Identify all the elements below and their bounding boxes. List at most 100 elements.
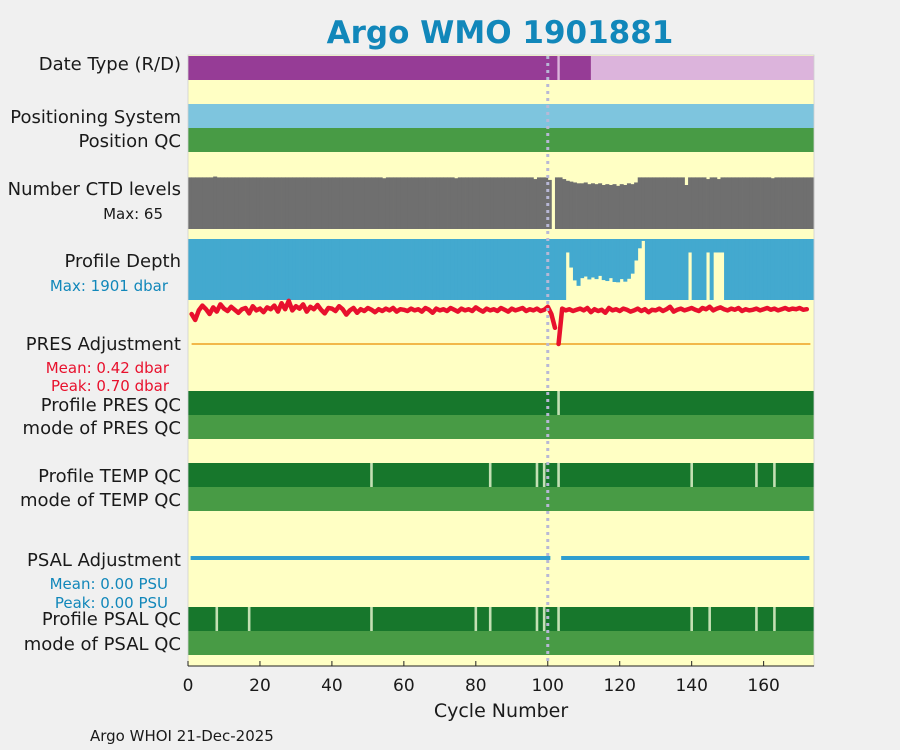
ctd-level-bar xyxy=(436,177,441,229)
ctd-level-bar xyxy=(313,177,318,229)
temp-qc-rows xyxy=(188,463,814,511)
profile-depth-bar xyxy=(634,239,639,261)
profile-depth-bar xyxy=(400,239,405,300)
temp-qc-flag-mark xyxy=(773,463,776,487)
ctd-level-bar xyxy=(357,177,362,229)
profile-depth-bar xyxy=(522,239,527,300)
ctd-level-bar xyxy=(533,179,538,229)
ctd-level-bar xyxy=(378,177,383,229)
ctd-level-bar xyxy=(443,177,448,229)
ctd-level-bar xyxy=(310,177,315,229)
label-pres-mean: Mean: 0.42 dbar xyxy=(46,359,170,377)
profile-depth-bar xyxy=(303,239,308,300)
profile-depth-bar xyxy=(518,239,523,300)
ctd-level-bar xyxy=(414,177,419,229)
ctd-level-bar xyxy=(659,177,664,229)
ctd-level-bar xyxy=(742,177,747,229)
ctd-level-bar xyxy=(306,177,311,229)
profile-depth-bar xyxy=(360,239,365,300)
ctd-level-bar xyxy=(630,184,635,229)
pres-qc-rows xyxy=(188,391,814,439)
ctd-level-bar xyxy=(738,177,743,229)
x-tick-label: 20 xyxy=(249,676,271,696)
psal-qc-rows xyxy=(188,607,814,655)
pres-qc-flag-mark xyxy=(557,391,560,415)
profile-depth-bar xyxy=(439,239,444,300)
profile-depth-bar xyxy=(367,239,372,300)
profile-depth-bar xyxy=(727,239,732,300)
ctd-level-bar xyxy=(648,177,653,229)
profile-depth-bar xyxy=(213,239,218,300)
ctd-level-bar xyxy=(745,177,750,229)
ctd-level-bar xyxy=(450,177,455,229)
ctd-level-bar xyxy=(806,177,811,229)
profile-depth-bar xyxy=(760,239,765,300)
ctd-level-bar xyxy=(299,177,304,229)
profile-depth-bar xyxy=(321,239,326,300)
profile-depth-bar xyxy=(623,239,628,282)
ctd-level-bar xyxy=(375,177,380,229)
ctd-level-bar xyxy=(213,176,218,229)
profile-depth-bar xyxy=(742,239,747,300)
profile-depth-bar xyxy=(267,239,272,300)
ctd-level-bar xyxy=(508,177,513,229)
ctd-level-bar xyxy=(389,177,394,229)
profile-depth-bar xyxy=(241,239,246,300)
profile-depth-bar xyxy=(720,239,725,253)
ctd-level-bar xyxy=(331,177,336,229)
profile-depth-bar xyxy=(810,239,815,300)
psal-qc-flag-mark xyxy=(474,607,478,631)
profile-depth-bar xyxy=(637,239,642,249)
ctd-level-bar xyxy=(637,177,642,229)
profile-depth-bar xyxy=(626,239,631,279)
x-tick-label: 80 xyxy=(465,676,487,696)
ctd-level-bar xyxy=(778,177,783,229)
psal-qc-flag-mark xyxy=(708,607,711,631)
profile-depth-bar xyxy=(659,239,664,300)
ctd-level-bar xyxy=(353,177,358,229)
profile-depth-bar xyxy=(616,239,621,283)
ctd-level-bar xyxy=(472,177,477,229)
ctd-level-bar xyxy=(709,177,714,229)
ctd-level-bar xyxy=(270,177,275,229)
ctd-level-bar xyxy=(227,177,232,229)
x-tick-label: 120 xyxy=(603,676,635,696)
psal-qc-flag-mark xyxy=(488,607,492,631)
ctd-level-bar xyxy=(515,177,520,229)
ctd-level-bar xyxy=(371,177,376,229)
profile-depth-bar xyxy=(277,239,282,300)
profile-depth-bar xyxy=(256,239,261,300)
profile-depth-bar xyxy=(403,239,408,300)
ctd-level-bar xyxy=(702,177,707,229)
profile-depth-bar xyxy=(767,239,772,300)
profile-depth-bar xyxy=(324,239,329,300)
ctd-level-bar xyxy=(662,177,667,229)
profile-depth-bar xyxy=(188,239,192,300)
profile-depth-bar xyxy=(483,239,488,300)
ctd-level-bar xyxy=(195,177,200,229)
ctd-level-bar xyxy=(461,177,466,229)
profile-depth-bar xyxy=(202,239,207,300)
position-qc-bar xyxy=(188,128,814,152)
ctd-level-bar xyxy=(429,177,434,229)
profile-depth-bar xyxy=(317,239,322,300)
profile-depth-bar xyxy=(501,239,505,300)
ctd-level-bar xyxy=(231,177,236,229)
profile-depth-bar xyxy=(310,239,315,300)
ctd-level-bar xyxy=(770,178,775,229)
ctd-level-bar xyxy=(680,177,685,229)
x-tick-label: 40 xyxy=(321,676,343,696)
ctd-level-bar xyxy=(749,177,754,229)
profile-depth-bar xyxy=(205,239,210,300)
profile-depth-bar xyxy=(421,239,426,300)
profile-depth-bar xyxy=(529,239,534,300)
ctd-level-bar xyxy=(364,177,369,229)
ctd-level-bar xyxy=(396,177,401,229)
psal-profile-qc-bar xyxy=(188,607,814,631)
ctd-level-bar xyxy=(727,177,732,229)
ctd-level-bar xyxy=(518,177,523,229)
ctd-level-bar xyxy=(432,177,437,229)
ctd-level-bar xyxy=(335,177,340,229)
ctd-level-bar xyxy=(716,179,721,229)
